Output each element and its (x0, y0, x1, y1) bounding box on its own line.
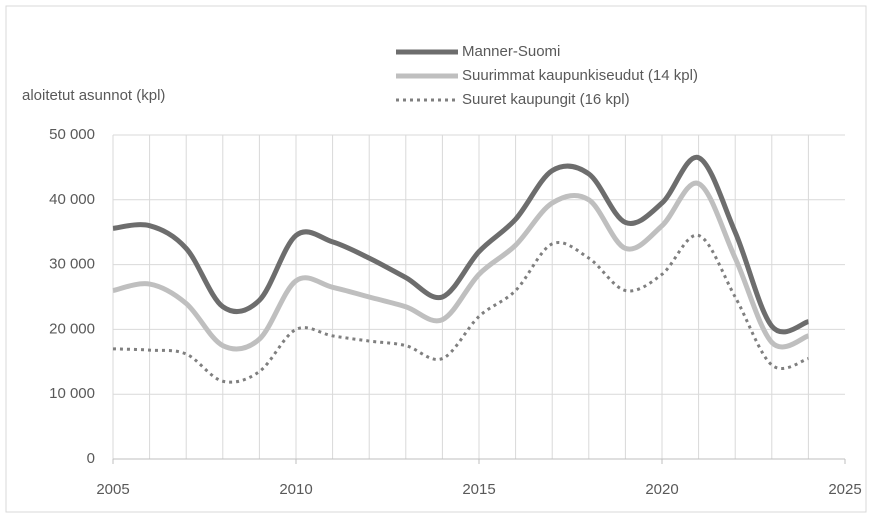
y-tick-label: 50 000 (49, 126, 95, 143)
legend-label: Suuret kaupungit (16 kpl) (462, 91, 630, 108)
legend-label: Manner-Suomi (462, 43, 560, 60)
series-line (112, 180, 810, 352)
x-tick-label: 2020 (645, 481, 678, 498)
x-tick-label: 2015 (462, 481, 495, 498)
x-tick-label: 2025 (828, 481, 861, 498)
y-axis-label: aloitetut asunnot (kpl) (22, 87, 165, 104)
y-tick-label: 40 000 (49, 191, 95, 208)
series-line (112, 233, 809, 384)
x-tick-label: 2005 (96, 481, 129, 498)
y-tick-label: 20 000 (49, 320, 95, 337)
legend-label: Suurimmat kaupunkiseudut (14 kpl) (462, 67, 698, 84)
x-tick-label: 2010 (279, 481, 312, 498)
series-line (112, 155, 810, 335)
y-tick-label: 10 000 (49, 385, 95, 402)
y-tick-label: 0 (87, 450, 95, 467)
y-tick-label: 30 000 (49, 256, 95, 273)
